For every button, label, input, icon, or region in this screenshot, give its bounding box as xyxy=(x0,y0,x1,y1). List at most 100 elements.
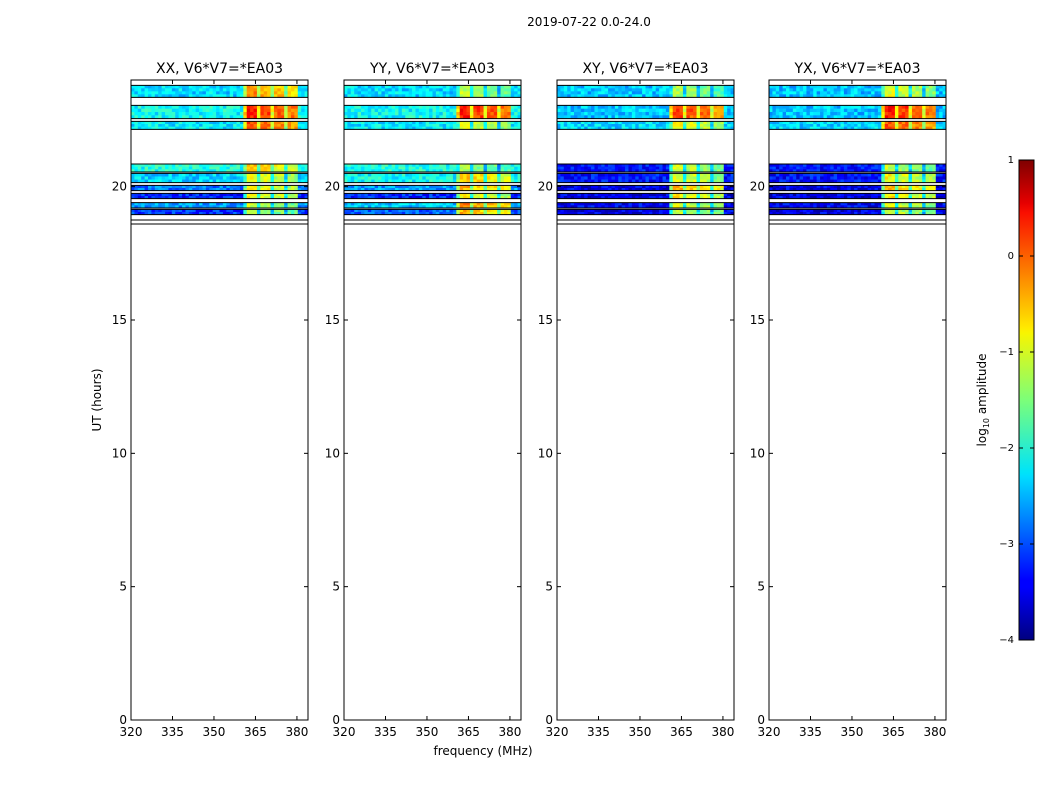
heatmap-cell xyxy=(843,126,848,130)
heatmap-cell xyxy=(816,164,821,167)
heatmap-cell xyxy=(486,166,491,170)
heatmap-cell xyxy=(820,124,824,127)
heatmap-cell xyxy=(928,176,933,180)
heatmap-cell xyxy=(483,166,488,170)
heatmap-cell xyxy=(188,126,193,130)
heatmap-cell xyxy=(614,202,619,206)
heatmap-cell xyxy=(270,124,275,127)
heatmap-cell xyxy=(891,94,896,98)
heatmap-cell xyxy=(693,94,697,98)
heatmap-cell xyxy=(233,205,237,209)
heatmap-cell xyxy=(270,112,275,116)
heatmap-cell xyxy=(290,166,295,170)
heatmap-cell xyxy=(621,164,626,167)
heatmap-cell xyxy=(604,212,609,215)
heatmap-cell xyxy=(154,188,159,191)
heatmap-cell xyxy=(391,179,396,183)
heatmap-cell xyxy=(682,91,687,95)
heatmap-cell xyxy=(775,91,780,95)
heatmap-cell xyxy=(195,121,200,125)
heatmap-cell xyxy=(188,124,193,127)
heatmap-cell xyxy=(803,176,807,180)
heatmap-cell xyxy=(466,108,471,113)
heatmap-cell xyxy=(137,188,142,191)
heatmap-cell xyxy=(560,202,565,206)
heatmap-cell xyxy=(151,173,156,177)
heatmap-cell xyxy=(243,164,248,167)
heatmap-cell xyxy=(696,205,701,209)
heatmap-cell xyxy=(611,202,616,206)
heatmap-cell xyxy=(517,196,522,199)
heatmap-cell xyxy=(850,108,855,113)
heatmap-cell xyxy=(222,164,227,167)
heatmap-cell xyxy=(922,179,926,183)
heatmap-cell xyxy=(621,205,626,209)
heatmap-cell xyxy=(716,85,721,89)
heatmap-cell xyxy=(850,88,855,92)
heatmap-cell xyxy=(486,179,491,183)
heatmap-cell xyxy=(932,179,937,183)
heatmap-cell xyxy=(469,124,474,127)
heatmap-cell xyxy=(580,115,585,119)
heatmap-cell xyxy=(580,212,585,215)
heatmap-cell xyxy=(840,166,845,170)
heatmap-cell xyxy=(267,164,271,167)
heatmap-cell xyxy=(857,108,862,113)
heatmap-cell xyxy=(144,202,149,206)
heatmap-cell xyxy=(723,88,728,92)
heatmap-cell xyxy=(263,164,268,167)
heatmap-cell xyxy=(772,166,777,170)
heatmap-cell xyxy=(881,173,886,177)
heatmap-cell xyxy=(655,169,660,173)
heatmap-cell xyxy=(304,166,309,170)
heatmap-cell xyxy=(503,115,508,119)
heatmap-cell xyxy=(823,176,828,180)
heatmap-cell xyxy=(557,91,561,95)
heatmap-cell xyxy=(429,173,433,177)
heatmap-cell xyxy=(601,205,606,209)
heatmap-cell xyxy=(925,108,930,113)
heatmap-cell xyxy=(915,124,920,127)
heatmap-cell xyxy=(577,205,582,209)
heatmap-cell xyxy=(635,205,640,209)
heatmap-cell xyxy=(131,188,135,191)
heatmap-cell xyxy=(236,121,241,125)
heatmap-cell xyxy=(905,85,909,89)
heatmap-cell xyxy=(381,126,386,130)
heatmap-cell xyxy=(219,202,224,206)
heatmap-cell xyxy=(415,185,420,189)
heatmap-cell xyxy=(178,105,183,109)
heatmap-cell xyxy=(689,205,694,209)
heatmap-cell xyxy=(415,112,420,116)
heatmap-cell xyxy=(347,94,352,98)
heatmap-cell xyxy=(367,209,372,213)
heatmap-cell xyxy=(483,212,488,215)
heatmap-cell xyxy=(469,88,474,92)
heatmap-cell xyxy=(490,112,495,116)
heatmap-cell xyxy=(297,166,302,170)
heatmap-cell xyxy=(628,202,633,206)
heatmap-cell xyxy=(401,115,406,119)
heatmap-cell xyxy=(378,202,382,206)
heatmap-cell xyxy=(154,166,159,170)
heatmap-cell xyxy=(932,108,937,113)
heatmap-cell xyxy=(158,164,163,167)
heatmap-cell xyxy=(860,173,865,177)
heatmap-cell xyxy=(915,91,920,95)
heatmap-cell xyxy=(361,202,365,206)
heatmap-cell xyxy=(796,94,801,98)
heatmap-cell xyxy=(618,105,623,109)
heatmap-cell xyxy=(449,185,454,189)
heatmap-cell xyxy=(391,164,396,167)
heatmap-cell xyxy=(710,193,714,197)
heatmap-cell xyxy=(480,193,484,197)
heatmap-cell xyxy=(384,105,389,109)
heatmap-cell xyxy=(378,108,382,113)
heatmap-cell xyxy=(614,179,619,183)
heatmap-cell xyxy=(246,88,251,92)
heatmap-cell xyxy=(134,91,139,95)
heatmap-cell xyxy=(367,126,372,130)
heatmap-cell xyxy=(507,88,512,92)
heatmap-cell xyxy=(250,121,254,125)
heatmap-cell xyxy=(456,196,461,199)
